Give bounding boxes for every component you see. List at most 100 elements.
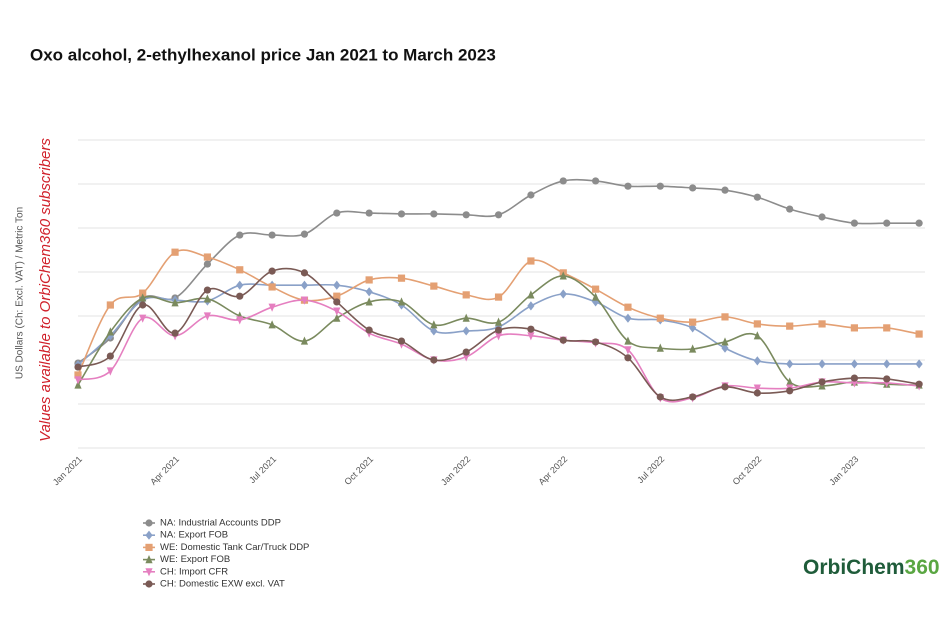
marker xyxy=(656,343,664,352)
legend-label: CH: Import CFR xyxy=(160,566,228,577)
marker xyxy=(527,290,535,299)
marker xyxy=(786,387,794,395)
legend-label: NA: Export FOB xyxy=(160,530,228,541)
marker xyxy=(145,555,153,564)
marker xyxy=(462,353,470,362)
marker xyxy=(753,193,761,201)
marker xyxy=(753,389,761,397)
marker xyxy=(462,348,470,356)
marker xyxy=(397,274,406,282)
x-tick-label: Jul 2021 xyxy=(247,454,278,485)
series xyxy=(74,267,923,402)
marker xyxy=(74,371,82,379)
marker xyxy=(624,303,632,311)
marker xyxy=(624,313,632,323)
marker xyxy=(203,312,211,321)
marker xyxy=(721,337,729,346)
marker xyxy=(106,301,114,309)
marker xyxy=(915,359,923,369)
marker xyxy=(818,359,826,369)
marker xyxy=(527,257,535,265)
marker xyxy=(721,383,729,391)
marker xyxy=(786,377,794,386)
marker xyxy=(139,301,147,309)
marker xyxy=(462,291,470,299)
marker xyxy=(559,289,567,299)
marker xyxy=(915,330,923,338)
marker xyxy=(689,344,697,353)
marker xyxy=(656,393,664,401)
marker xyxy=(430,210,438,218)
marker xyxy=(559,177,567,185)
legend-item: NA: Export FOB xyxy=(143,530,228,541)
x-tick-label: Jan 2022 xyxy=(439,454,472,487)
marker xyxy=(300,280,309,290)
marker xyxy=(753,320,761,328)
marker xyxy=(818,378,826,386)
x-tick-label: Jul 2022 xyxy=(635,454,666,485)
marker xyxy=(300,336,309,345)
series xyxy=(74,248,923,379)
marker xyxy=(753,331,761,340)
marker xyxy=(397,297,406,306)
x-tick-label: Jan 2023 xyxy=(827,454,860,487)
marker xyxy=(850,374,859,382)
marker xyxy=(721,343,729,353)
marker xyxy=(883,375,891,383)
legend-item: WE: Export FOB xyxy=(143,554,230,565)
marker xyxy=(624,346,632,355)
marker xyxy=(721,186,729,194)
marker xyxy=(494,332,503,341)
marker xyxy=(236,292,244,300)
y-axis-label: US Dollars (Ch: Excl. VAT) / Metric Ton xyxy=(15,207,26,379)
marker xyxy=(268,320,276,329)
marker xyxy=(462,326,470,336)
marker xyxy=(236,316,244,325)
marker xyxy=(203,260,211,268)
logo-number: 360 xyxy=(905,556,940,579)
marker xyxy=(527,191,535,199)
marker xyxy=(592,285,600,293)
marker xyxy=(883,359,891,369)
marker xyxy=(145,568,153,577)
marker xyxy=(236,231,244,239)
marker xyxy=(300,230,309,238)
marker xyxy=(268,231,276,239)
marker xyxy=(462,211,470,219)
marker xyxy=(527,332,535,341)
marker xyxy=(333,209,341,217)
marker xyxy=(397,210,406,218)
marker xyxy=(592,338,600,346)
marker xyxy=(786,205,794,213)
marker xyxy=(171,298,179,307)
marker xyxy=(300,269,309,277)
marker xyxy=(74,376,82,385)
marker xyxy=(915,380,923,388)
marker xyxy=(592,292,600,301)
marker xyxy=(592,297,600,307)
marker xyxy=(268,283,276,291)
marker xyxy=(753,356,761,366)
marker xyxy=(818,320,826,328)
marker xyxy=(106,327,114,336)
marker xyxy=(850,324,858,332)
marker xyxy=(203,253,211,261)
legend-label: WE: Export FOB xyxy=(160,554,230,565)
marker xyxy=(236,266,244,274)
legend-item: CH: Domestic EXW excl. VAT xyxy=(143,579,285,590)
marker xyxy=(559,271,567,280)
logo: OrbiChem360 xyxy=(803,556,940,579)
marker xyxy=(145,530,153,540)
legend-item: NA: Industrial Accounts DDP xyxy=(143,518,281,529)
marker xyxy=(656,182,664,190)
marker xyxy=(333,307,341,316)
marker xyxy=(753,384,761,393)
legend-label: NA: Industrial Accounts DDP xyxy=(160,518,281,529)
marker xyxy=(818,213,826,221)
chart-title: Oxo alcohol, 2-ethylhexanol price Jan 20… xyxy=(30,45,496,64)
marker xyxy=(527,301,535,311)
marker xyxy=(139,289,147,297)
marker xyxy=(397,337,406,345)
legend-item: CH: Import CFR xyxy=(143,566,228,577)
